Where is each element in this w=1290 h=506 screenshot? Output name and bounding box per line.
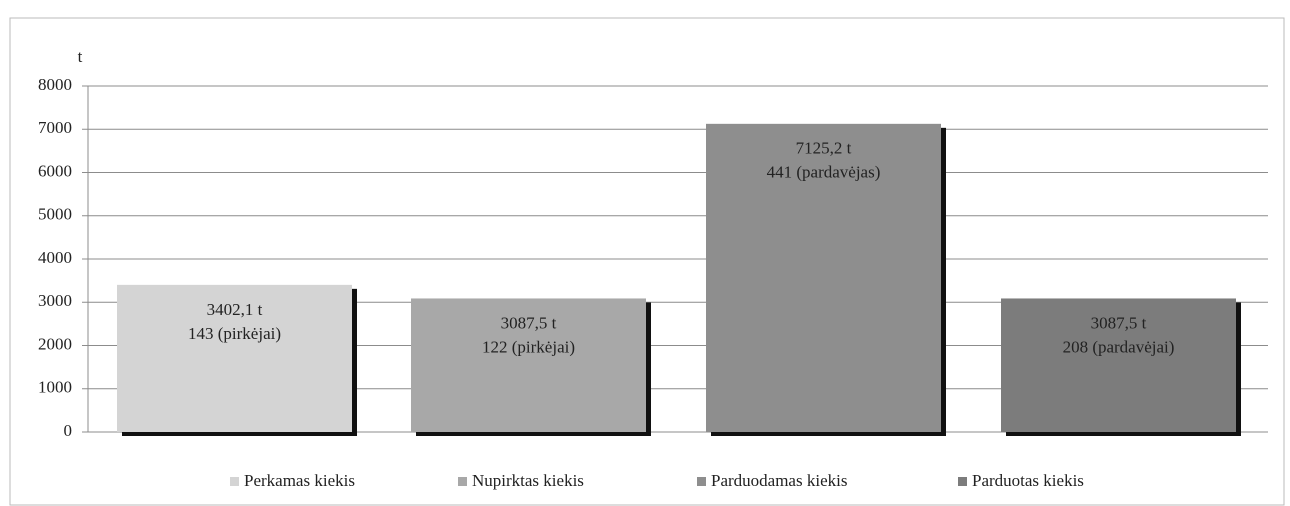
bar [706,123,941,433]
annotation: 441 (pardavėjas) [767,163,881,182]
bar [411,298,646,432]
y-tick-label: 3000 [38,291,72,310]
y-tick-label: 6000 [38,161,72,180]
y-tick-label: 5000 [38,205,72,224]
y-tick-label: 2000 [38,334,72,353]
value-label: 3402,1 t [207,300,263,319]
legend-label: Nupirktas kiekis [472,471,584,490]
value-label: 3087,5 t [501,313,557,332]
legend-label: Perkamas kiekis [244,471,355,490]
bar [1001,298,1236,432]
y-tick-label: 4000 [38,248,72,267]
legend-label: Parduodamas kiekis [711,471,847,490]
legend-label: Parduotas kiekis [972,471,1084,490]
bar [117,284,352,432]
legend-swatch [458,477,467,486]
legend-swatch [697,477,706,486]
annotation: 208 (pardavėjai) [1063,337,1175,356]
y-tick-label: 8000 [38,75,72,94]
value-label: 7125,2 t [796,139,852,158]
legend-swatch [958,477,967,486]
value-label: 3087,5 t [1091,313,1147,332]
y-tick-label: 0 [64,421,73,440]
y-axis-label: t [78,47,83,66]
annotation: 143 (pirkėjai) [188,324,281,343]
annotation: 122 (pirkėjai) [482,337,575,356]
legend-swatch [230,477,239,486]
y-tick-label: 1000 [38,378,72,397]
y-tick-label: 7000 [38,118,72,137]
